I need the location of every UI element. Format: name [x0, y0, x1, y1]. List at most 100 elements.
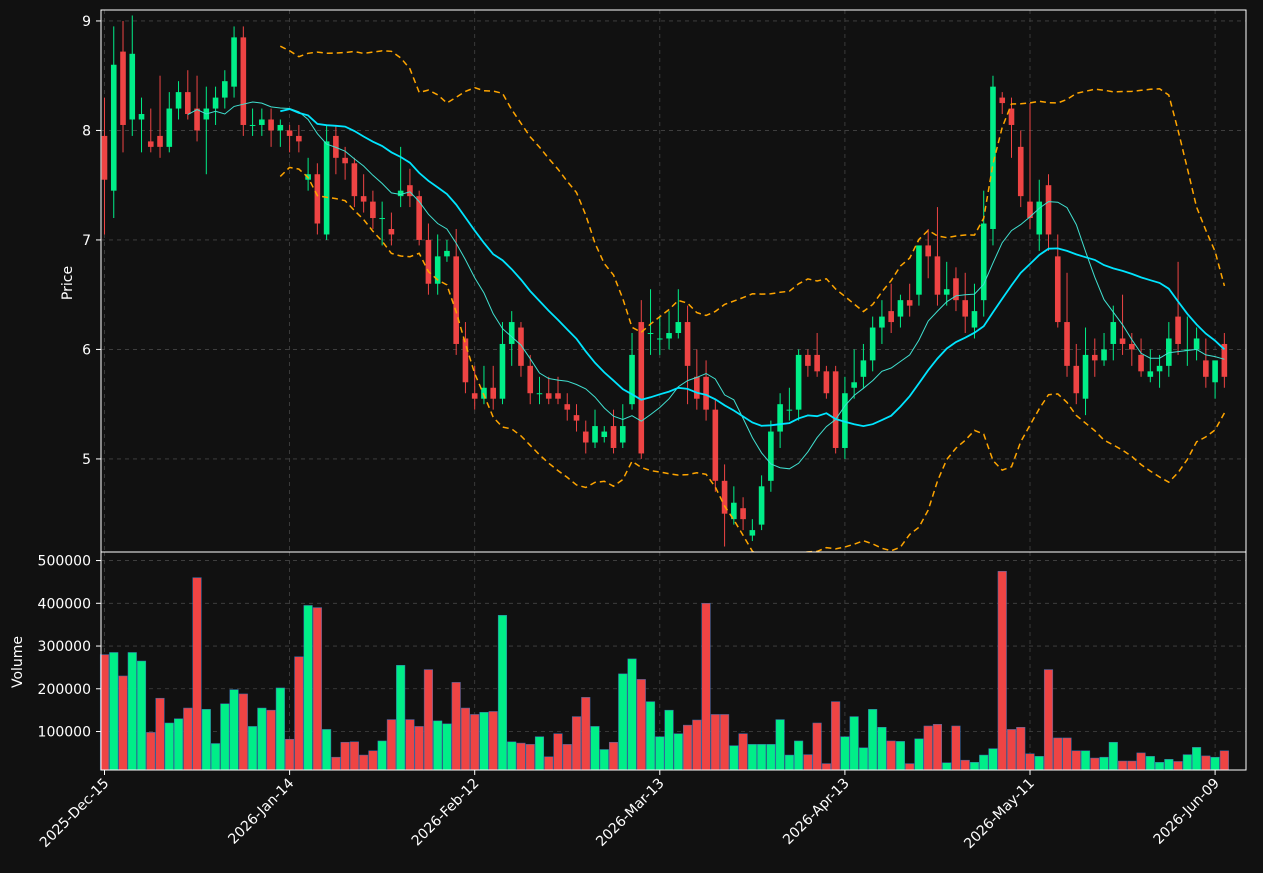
- volume-bar: [701, 603, 711, 771]
- candle-body: [147, 141, 154, 147]
- volume-bar: [720, 714, 730, 771]
- volume-bar: [544, 756, 554, 771]
- price-tick-label: 6: [82, 342, 91, 358]
- candle-body: [351, 163, 358, 197]
- volume-bar: [534, 736, 545, 771]
- volume-bar: [831, 701, 841, 771]
- candle-body: [786, 409, 793, 411]
- candle-body: [823, 371, 830, 394]
- candle-body: [1203, 360, 1209, 377]
- volume-bar: [1034, 756, 1044, 771]
- volume-bar: [738, 733, 748, 771]
- volume-bar: [173, 718, 184, 771]
- volume-bar: [877, 727, 887, 771]
- volume-bar: [423, 669, 433, 771]
- volume-bar: [488, 711, 498, 771]
- volume-bar: [895, 741, 905, 771]
- volume-bar: [1071, 750, 1081, 771]
- candle-body: [925, 245, 931, 257]
- candle-body: [768, 431, 774, 481]
- candle-body: [231, 37, 237, 87]
- candle-body: [666, 333, 672, 339]
- volume-bar: [803, 754, 813, 771]
- volume-bar: [932, 724, 943, 771]
- volume-bar: [821, 763, 831, 771]
- candle-body: [434, 256, 441, 284]
- candle-body: [703, 376, 709, 410]
- volume-axis: 100000 200000 300000 400000 500000: [38, 554, 101, 741]
- candle-body: [934, 256, 941, 295]
- volume-panel: [99, 570, 1229, 771]
- candle-body: [990, 86, 996, 229]
- volume-bar: [1210, 756, 1220, 771]
- candle-body: [240, 37, 247, 125]
- volume-bar: [590, 726, 600, 771]
- candle-body: [721, 480, 728, 514]
- volume-bar: [775, 719, 785, 771]
- volume-bar: [525, 744, 535, 771]
- candle-body: [814, 354, 820, 372]
- volume-bar: [1043, 669, 1054, 771]
- volume-bar: [275, 687, 285, 771]
- volume-grid: [101, 552, 1246, 770]
- candle-body: [888, 311, 894, 323]
- price-axis: 5 6 7 8 9: [82, 14, 101, 468]
- volume-bar: [497, 615, 508, 771]
- candle-body: [1119, 338, 1126, 344]
- volume-tick-label: 500000: [38, 554, 91, 570]
- candle-body: [1027, 201, 1033, 219]
- candle-body: [851, 382, 857, 388]
- volume-bar: [109, 652, 119, 771]
- candle-body: [684, 322, 691, 366]
- volume-bar: [1192, 747, 1202, 771]
- volume-bar: [692, 719, 702, 771]
- volume-bar: [386, 719, 396, 771]
- candle-body: [906, 300, 913, 306]
- volume-bar: [1219, 750, 1229, 771]
- candle-body: [536, 393, 543, 395]
- candle-body: [657, 338, 663, 340]
- volume-bar: [581, 697, 591, 771]
- volume-bar: [571, 716, 582, 771]
- candle-body: [212, 97, 219, 109]
- candle-body: [527, 365, 534, 394]
- volume-bar: [951, 725, 961, 771]
- candle-body: [795, 354, 802, 410]
- candle-body: [129, 53, 136, 120]
- volume-panel-frame: [100, 551, 1247, 771]
- candle-body: [138, 114, 145, 120]
- candle-body: [897, 300, 904, 317]
- candle-body: [1101, 349, 1107, 361]
- volume-bar: [1006, 729, 1017, 771]
- volume-bar: [1118, 760, 1128, 771]
- volume-bar: [1182, 754, 1192, 771]
- candle-body: [999, 97, 1006, 104]
- volume-bar: [248, 726, 258, 771]
- candle-body: [110, 64, 117, 191]
- volume-bar: [655, 736, 665, 771]
- volume-bar: [442, 723, 452, 771]
- volume-bar: [960, 759, 970, 771]
- candle-body: [1184, 349, 1191, 351]
- candle-body: [1166, 338, 1172, 366]
- volume-bar: [349, 741, 359, 771]
- volume-bar: [766, 744, 776, 771]
- candle-body: [573, 415, 580, 421]
- candle-body: [184, 92, 191, 115]
- volume-bar: [396, 665, 406, 771]
- volume-bar: [164, 722, 174, 771]
- volume-axis-label: Volume: [10, 636, 26, 688]
- candle-body: [962, 300, 969, 317]
- volume-bar: [840, 736, 850, 771]
- bollinger-upper-band: [279, 45, 1226, 334]
- volume-bar: [608, 741, 619, 771]
- volume-bar: [664, 709, 674, 771]
- volume-bar: [914, 738, 924, 771]
- volume-bar: [1164, 759, 1174, 771]
- volume-bar: [303, 605, 313, 771]
- volume-bar: [618, 673, 628, 771]
- volume-bar: [359, 754, 369, 771]
- volume-bar: [729, 745, 739, 771]
- candle-body: [805, 354, 811, 366]
- volume-tick-label: 200000: [38, 682, 91, 698]
